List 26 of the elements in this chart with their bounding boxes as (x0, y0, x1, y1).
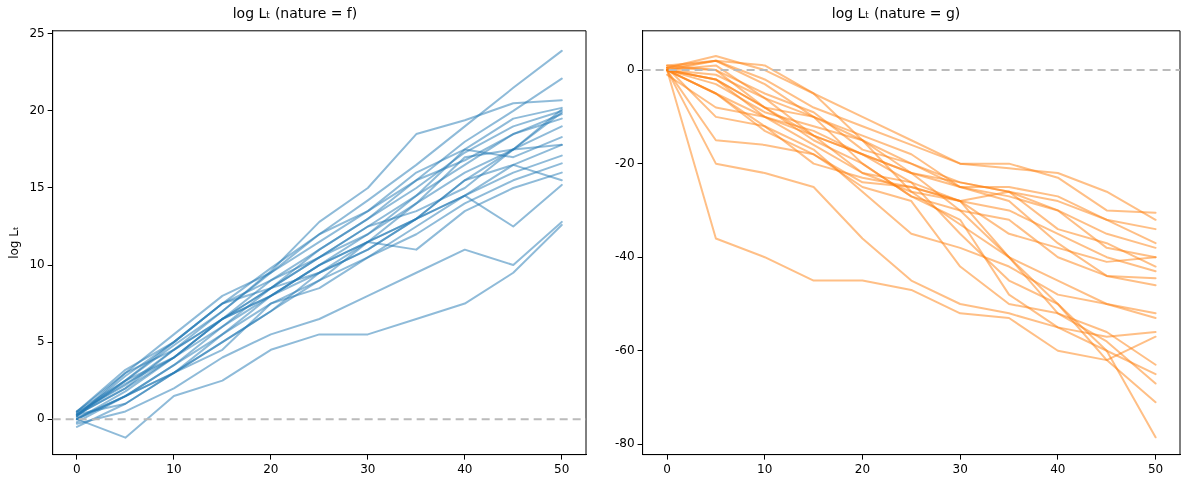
x-tick-label: 10 (166, 461, 182, 476)
y-tick-label: 20 (29, 103, 45, 118)
x-tick-label: 30 (360, 461, 376, 476)
x-tick-label: 30 (952, 461, 968, 476)
x-tick-label: 10 (757, 461, 773, 476)
y-tick-label: 10 (29, 257, 45, 272)
x-tick-label: 40 (1050, 461, 1066, 476)
chart-title: log Lₜ (nature = g) (831, 5, 961, 22)
x-tick-label: 50 (554, 461, 570, 476)
y-tick-label: -60 (614, 342, 635, 357)
x-tick-label: 20 (263, 461, 279, 476)
y-tick-label: 0 (626, 62, 635, 77)
chart-title: log Lₜ (nature = f) (232, 5, 358, 22)
x-tick-label: 0 (73, 461, 81, 476)
y-tick-label: 5 (37, 334, 45, 349)
y-tick-label: -20 (614, 155, 635, 170)
y-tick-label: -40 (614, 249, 635, 264)
x-tick-label: 20 (854, 461, 871, 476)
y-tick-label: 15 (29, 180, 45, 195)
y-tick-label: 25 (29, 26, 45, 41)
x-tick-label: 50 (1147, 461, 1164, 476)
y-axis-title: log Lₜ (7, 226, 22, 259)
y-tick-label: -80 (614, 436, 635, 451)
x-tick-label: 0 (663, 461, 671, 476)
y-tick-label: 0 (37, 411, 45, 426)
x-tick-label: 40 (457, 461, 473, 476)
